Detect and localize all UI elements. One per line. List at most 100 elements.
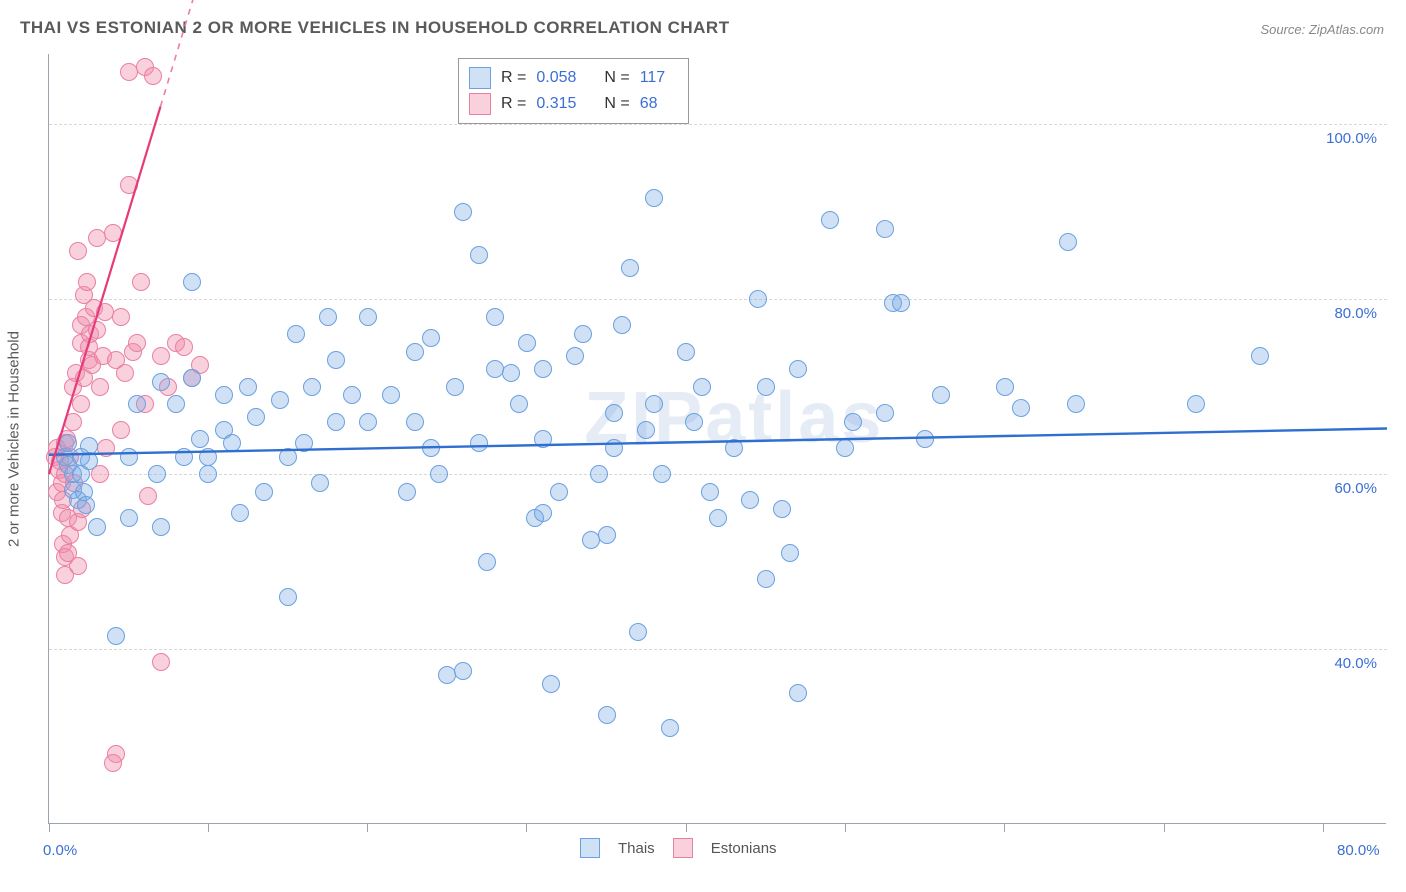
legend-swatch [469,67,491,89]
stats-row: R =0.058N =117 [469,65,674,91]
n-value: 117 [640,69,674,87]
y-tick-label: 100.0% [1317,130,1377,147]
chart-title: THAI VS ESTONIAN 2 OR MORE VEHICLES IN H… [20,18,730,38]
data-point [223,434,241,452]
r-label: R = [501,95,526,113]
r-value: 0.315 [536,95,594,113]
data-point [725,439,743,457]
data-point [406,413,424,431]
data-point [271,391,289,409]
data-point [653,465,671,483]
data-point [1251,347,1269,365]
data-point [239,378,257,396]
data-point [446,378,464,396]
data-point [359,308,377,326]
x-tick [208,824,209,832]
data-point [64,413,82,431]
data-point [343,386,361,404]
data-point [295,434,313,452]
x-tick [1164,824,1165,832]
data-point [701,483,719,501]
y-tick-label: 40.0% [1317,655,1377,672]
r-label: R = [501,69,526,87]
data-point [518,334,536,352]
trend-lines [49,54,1387,824]
n-value: 68 [640,95,674,113]
data-point [693,378,711,396]
data-point [406,343,424,361]
data-point [454,662,472,680]
x-tick [1004,824,1005,832]
data-point [892,294,910,312]
data-point [422,439,440,457]
data-point [69,557,87,575]
data-point [104,754,122,772]
data-point [80,437,98,455]
data-point [88,518,106,536]
data-point [152,373,170,391]
data-point [749,290,767,308]
data-point [685,413,703,431]
data-point [574,325,592,343]
data-point [97,439,115,457]
data-point [116,364,134,382]
data-point [709,509,727,527]
data-point [112,308,130,326]
data-point [422,329,440,347]
data-point [430,465,448,483]
r-value: 0.058 [536,69,594,87]
data-point [470,246,488,264]
data-point [199,448,217,466]
data-point [152,653,170,671]
data-point [191,430,209,448]
data-point [821,211,839,229]
data-point [534,430,552,448]
gridline [49,124,1387,125]
data-point [757,378,775,396]
data-point [279,588,297,606]
data-point [613,316,631,334]
x-tick [686,824,687,832]
data-point [327,413,345,431]
data-point [876,220,894,238]
data-point [454,203,472,221]
data-point [107,627,125,645]
legend-label: Estonians [711,840,777,857]
x-tick [845,824,846,832]
data-point [175,448,193,466]
x-tick [526,824,527,832]
data-point [128,395,146,413]
x-tick [1323,824,1324,832]
gridline [49,474,1387,475]
data-point [1059,233,1077,251]
scatter-chart-area: 40.0%60.0%80.0%100.0%0.0%80.0%ZIPatlas [48,54,1386,824]
data-point [303,378,321,396]
data-point [120,509,138,527]
data-point [359,413,377,431]
data-point [327,351,345,369]
data-point [311,474,329,492]
y-axis-label: 2 or more Vehicles in Household [6,331,23,547]
data-point [916,430,934,448]
data-point [542,675,560,693]
data-point [629,623,647,641]
data-point [598,706,616,724]
data-point [287,325,305,343]
source-attribution: Source: ZipAtlas.com [1260,22,1384,37]
legend-label: Thais [618,840,655,857]
data-point [77,496,95,514]
legend-swatch [469,93,491,115]
data-point [550,483,568,501]
data-point [605,404,623,422]
data-point [1012,399,1030,417]
data-point [152,518,170,536]
data-point [104,224,122,242]
data-point [144,67,162,85]
data-point [167,395,185,413]
data-point [645,395,663,413]
data-point [319,308,337,326]
data-point [590,465,608,483]
data-point [781,544,799,562]
data-point [231,504,249,522]
data-point [175,338,193,356]
